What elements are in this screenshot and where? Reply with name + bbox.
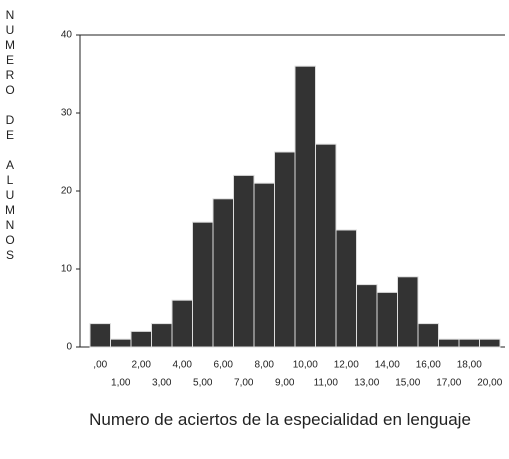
bar xyxy=(130,330,152,348)
y-tick-label: 40 xyxy=(61,30,73,41)
x-tick-label: ,00 xyxy=(93,360,107,371)
bar xyxy=(438,338,460,348)
x-tick-label: 14,00 xyxy=(375,360,400,371)
x-tick-label: 1,00 xyxy=(111,378,131,389)
x-tick-label: 3,00 xyxy=(152,378,172,389)
bar xyxy=(417,323,439,348)
x-tick-label: 13,00 xyxy=(354,378,379,389)
x-tick-label: 15,00 xyxy=(395,378,420,389)
x-tick-label: 5,00 xyxy=(193,378,213,389)
bar xyxy=(171,299,193,348)
bar xyxy=(458,338,480,348)
chart: 0 10 20 30 40 ,00 1,002,003,004,005,006,007,00… xyxy=(61,30,505,389)
x-tick-label: 17,00 xyxy=(436,378,461,389)
x-tick-label: 11,00 xyxy=(314,378,339,389)
x-tick-label: 4,00 xyxy=(173,360,193,371)
x-tick-label: 16,00 xyxy=(416,360,441,371)
bar xyxy=(233,174,255,348)
bar xyxy=(89,323,111,348)
bar xyxy=(376,291,398,348)
y-tick-label: 10 xyxy=(61,264,73,275)
bar xyxy=(315,143,337,348)
y-tick-label: 30 xyxy=(61,108,73,119)
y-tick-label: 0 xyxy=(66,342,72,353)
bar xyxy=(335,229,357,348)
x-tick-label: 12,00 xyxy=(334,360,359,371)
x-tick-label: 10,00 xyxy=(293,360,318,371)
x-tick-label: 20,00 xyxy=(477,378,502,389)
x-tick-label: 2,00 xyxy=(132,360,152,371)
bar xyxy=(274,151,296,348)
bar xyxy=(397,276,419,348)
y-axis-label: NUMERO DE ALUMNOS xyxy=(3,8,17,263)
x-tick-label: 8,00 xyxy=(255,360,275,371)
x-tick-label: 9,00 xyxy=(275,378,295,389)
x-tick-label: 18,00 xyxy=(457,360,482,371)
bar xyxy=(212,198,234,348)
bar xyxy=(253,182,275,348)
x-axis-label: Numero de aciertos de la especialidad en… xyxy=(89,410,471,429)
bar xyxy=(192,221,214,348)
bar xyxy=(294,65,316,348)
bar xyxy=(110,338,132,348)
x-tick-label: 6,00 xyxy=(214,360,234,371)
y-tick-label: 20 xyxy=(61,186,73,197)
bar xyxy=(151,323,173,348)
x-tick-label: 7,00 xyxy=(234,378,254,389)
bar xyxy=(479,338,501,348)
bar xyxy=(356,284,378,348)
